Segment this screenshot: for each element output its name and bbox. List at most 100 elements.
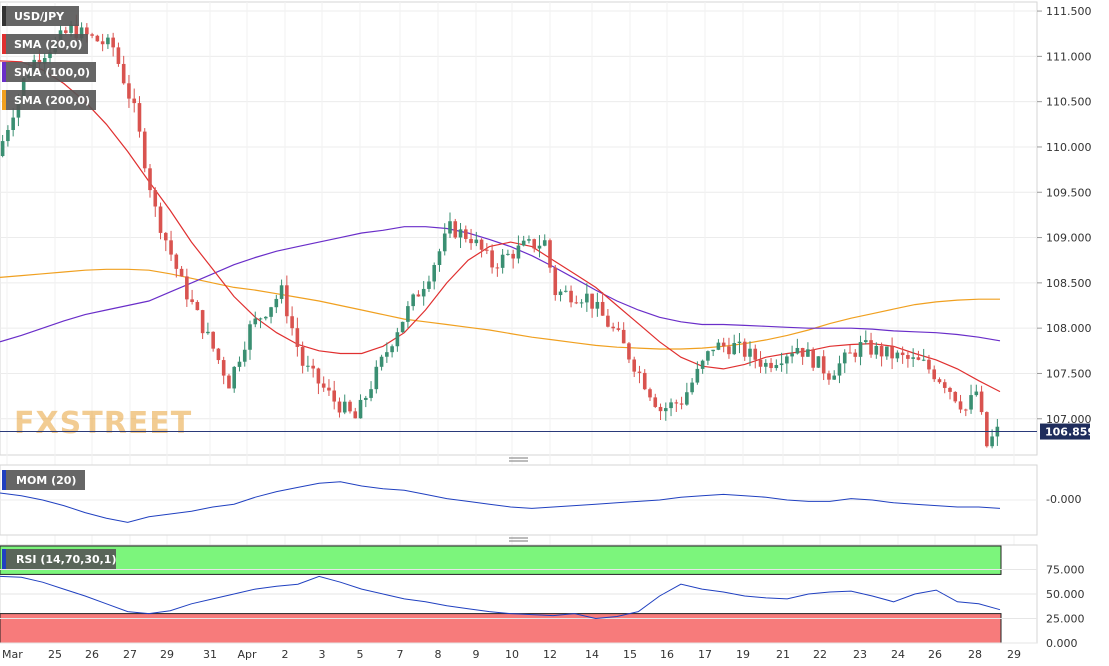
candle bbox=[437, 248, 442, 272]
candle bbox=[900, 346, 905, 364]
candle-body bbox=[800, 347, 805, 357]
candle-body bbox=[185, 276, 189, 300]
candle bbox=[242, 341, 247, 367]
candle bbox=[253, 311, 258, 328]
candle-body bbox=[527, 239, 531, 241]
candle bbox=[469, 228, 473, 250]
candle-body bbox=[806, 349, 810, 357]
x-tick-label: 10 bbox=[505, 648, 519, 661]
panel-resize-handle-2[interactable] bbox=[509, 537, 528, 542]
legend-label: SMA (200,0) bbox=[14, 94, 90, 107]
candle-body bbox=[495, 267, 500, 269]
candle-body bbox=[832, 375, 837, 380]
candle-body bbox=[963, 409, 968, 411]
candle-body bbox=[679, 403, 684, 405]
candle-body bbox=[448, 221, 452, 234]
main-panel bbox=[0, 1, 1038, 456]
candle-body bbox=[353, 411, 358, 419]
candle-body bbox=[579, 302, 584, 304]
legend-label: SMA (20,0) bbox=[14, 38, 82, 51]
candle-body bbox=[569, 290, 573, 303]
candle bbox=[790, 345, 794, 364]
candle-body bbox=[616, 328, 621, 330]
candle bbox=[869, 332, 873, 358]
x-tick-label: 2 bbox=[282, 648, 289, 661]
candle-body bbox=[174, 254, 179, 269]
rsi-tag[interactable]: RSI (14,70,30,1) bbox=[2, 549, 116, 569]
candle bbox=[342, 394, 347, 415]
candle-body bbox=[637, 371, 642, 373]
candle-body bbox=[337, 401, 342, 413]
candle-body bbox=[374, 366, 379, 390]
candle bbox=[742, 338, 747, 361]
candle bbox=[642, 369, 647, 391]
candle-body bbox=[648, 389, 652, 398]
candle bbox=[432, 262, 437, 290]
mom-tag[interactable]: MOM (20) bbox=[2, 470, 85, 490]
legend-tag-bg bbox=[2, 62, 96, 82]
candle bbox=[842, 349, 847, 373]
candle-body bbox=[427, 281, 431, 289]
y-tick-label: 109.000 bbox=[1046, 232, 1092, 245]
sma-100-line bbox=[0, 226, 1001, 343]
candle bbox=[963, 408, 968, 417]
x-tick-label: 14 bbox=[585, 648, 599, 661]
candle-body bbox=[748, 348, 752, 357]
x-tick-label: 31 bbox=[203, 648, 217, 661]
candle bbox=[616, 321, 621, 332]
indicator-legend[interactable]: USD/JPY SMA (20,0) SMA (100,0) SMA (200,0) bbox=[2, 6, 96, 110]
rsi-tick-label: 25.000 bbox=[1046, 613, 1085, 626]
candle bbox=[674, 399, 679, 412]
candle bbox=[121, 55, 126, 85]
candle-body bbox=[458, 229, 463, 238]
candle bbox=[763, 359, 768, 374]
candle-body bbox=[432, 265, 437, 282]
x-tick-label: 19 bbox=[736, 648, 750, 661]
candle-body bbox=[485, 249, 489, 251]
x-tick-label: 7 bbox=[397, 648, 404, 661]
candle-body bbox=[290, 316, 294, 329]
candle bbox=[206, 322, 210, 335]
candle-body bbox=[279, 285, 284, 299]
candle-body bbox=[548, 240, 552, 268]
last-price-tag[interactable]: 106.859 bbox=[1040, 423, 1095, 440]
legend-tag[interactable]: SMA (200,0) bbox=[2, 90, 96, 110]
candle bbox=[932, 365, 937, 382]
candle bbox=[237, 356, 242, 372]
candle-body bbox=[0, 141, 5, 157]
candle bbox=[800, 347, 805, 365]
candle-body bbox=[327, 387, 331, 391]
candle bbox=[779, 352, 784, 372]
candle bbox=[527, 235, 531, 244]
candle bbox=[416, 290, 421, 297]
candle bbox=[479, 238, 484, 258]
candle-body bbox=[6, 129, 10, 142]
panel-resize-handle-1[interactable] bbox=[509, 457, 528, 462]
candle bbox=[279, 279, 284, 304]
candle bbox=[858, 335, 863, 366]
candle-body bbox=[200, 310, 205, 334]
candle-body bbox=[842, 352, 847, 364]
legend-tag[interactable]: SMA (100,0) bbox=[2, 62, 96, 82]
candle bbox=[374, 360, 379, 394]
candle bbox=[721, 337, 726, 353]
candle bbox=[158, 202, 163, 240]
candle bbox=[795, 338, 800, 355]
candle bbox=[558, 289, 563, 302]
candle-body bbox=[221, 360, 226, 376]
candle bbox=[637, 365, 642, 384]
candle-body bbox=[316, 368, 321, 384]
mom-path bbox=[0, 481, 1001, 523]
legend-tag[interactable]: SMA (20,0) bbox=[2, 34, 88, 54]
x-tick-label: 22 bbox=[813, 648, 827, 661]
candle bbox=[542, 234, 547, 247]
legend-tag[interactable]: USD/JPY bbox=[2, 6, 79, 26]
candle bbox=[516, 235, 521, 264]
candle-body bbox=[74, 24, 79, 39]
candle-body bbox=[590, 293, 594, 309]
candle bbox=[785, 353, 789, 374]
candle-body bbox=[142, 131, 147, 169]
x-tick-label: 26 bbox=[928, 648, 942, 661]
x-tick-label: 8 bbox=[435, 648, 442, 661]
candle bbox=[590, 293, 594, 318]
